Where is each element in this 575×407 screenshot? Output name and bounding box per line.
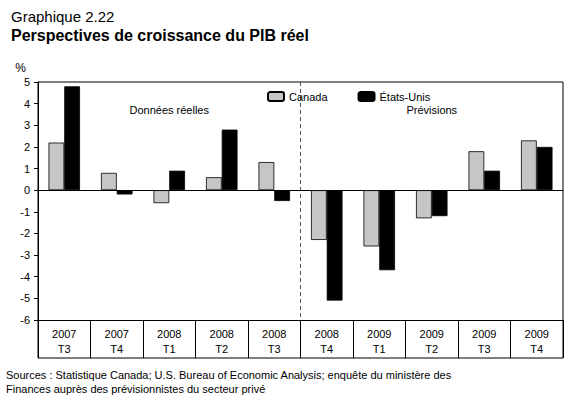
svg-text:%: %	[15, 61, 26, 75]
svg-text:0: 0	[24, 184, 30, 196]
svg-text:Données réelles: Données réelles	[130, 104, 210, 116]
svg-text:États-Unis: États-Unis	[380, 91, 431, 103]
svg-text:-1: -1	[20, 206, 30, 218]
svg-text:-5: -5	[20, 292, 30, 304]
svg-text:Prévisions: Prévisions	[406, 104, 457, 116]
svg-text:T4: T4	[530, 343, 543, 355]
svg-text:T1: T1	[373, 343, 386, 355]
svg-text:2009: 2009	[472, 328, 496, 340]
svg-text:-6: -6	[20, 314, 30, 326]
svg-text:5: 5	[24, 76, 30, 88]
svg-text:2007: 2007	[52, 328, 76, 340]
svg-text:T3: T3	[268, 343, 281, 355]
svg-text:2009: 2009	[525, 328, 549, 340]
svg-text:T4: T4	[320, 343, 333, 355]
svg-text:T2: T2	[425, 343, 438, 355]
svg-text:1: 1	[24, 163, 30, 175]
svg-text:Perspectives de croissance du: Perspectives de croissance du PIB réel	[11, 27, 309, 44]
svg-text:T1: T1	[163, 343, 176, 355]
svg-text:Graphique 2.22: Graphique 2.22	[11, 8, 114, 25]
svg-text:2007: 2007	[105, 328, 129, 340]
svg-text:-2: -2	[20, 227, 30, 239]
svg-text:T4: T4	[110, 343, 123, 355]
svg-text:2008: 2008	[262, 328, 286, 340]
svg-text:T3: T3	[478, 343, 491, 355]
svg-text:-4: -4	[20, 271, 30, 283]
svg-text:Sources : Statistique Canada;: Sources : Statistique Canada; U.S. Burea…	[6, 369, 454, 381]
svg-text:T2: T2	[215, 343, 228, 355]
svg-text:Canada: Canada	[289, 91, 328, 103]
svg-text:Finances auprès des prévisionn: Finances auprès des prévisionnistes du s…	[6, 383, 265, 395]
svg-text:2: 2	[24, 141, 30, 153]
svg-text:2008: 2008	[315, 328, 339, 340]
svg-text:2009: 2009	[367, 328, 391, 340]
svg-text:-3: -3	[20, 249, 30, 261]
svg-text:2009: 2009	[420, 328, 444, 340]
svg-text:2008: 2008	[210, 328, 234, 340]
svg-text:T3: T3	[58, 343, 71, 355]
svg-text:4: 4	[24, 98, 30, 110]
svg-text:2008: 2008	[157, 328, 181, 340]
svg-text:3: 3	[24, 119, 30, 131]
